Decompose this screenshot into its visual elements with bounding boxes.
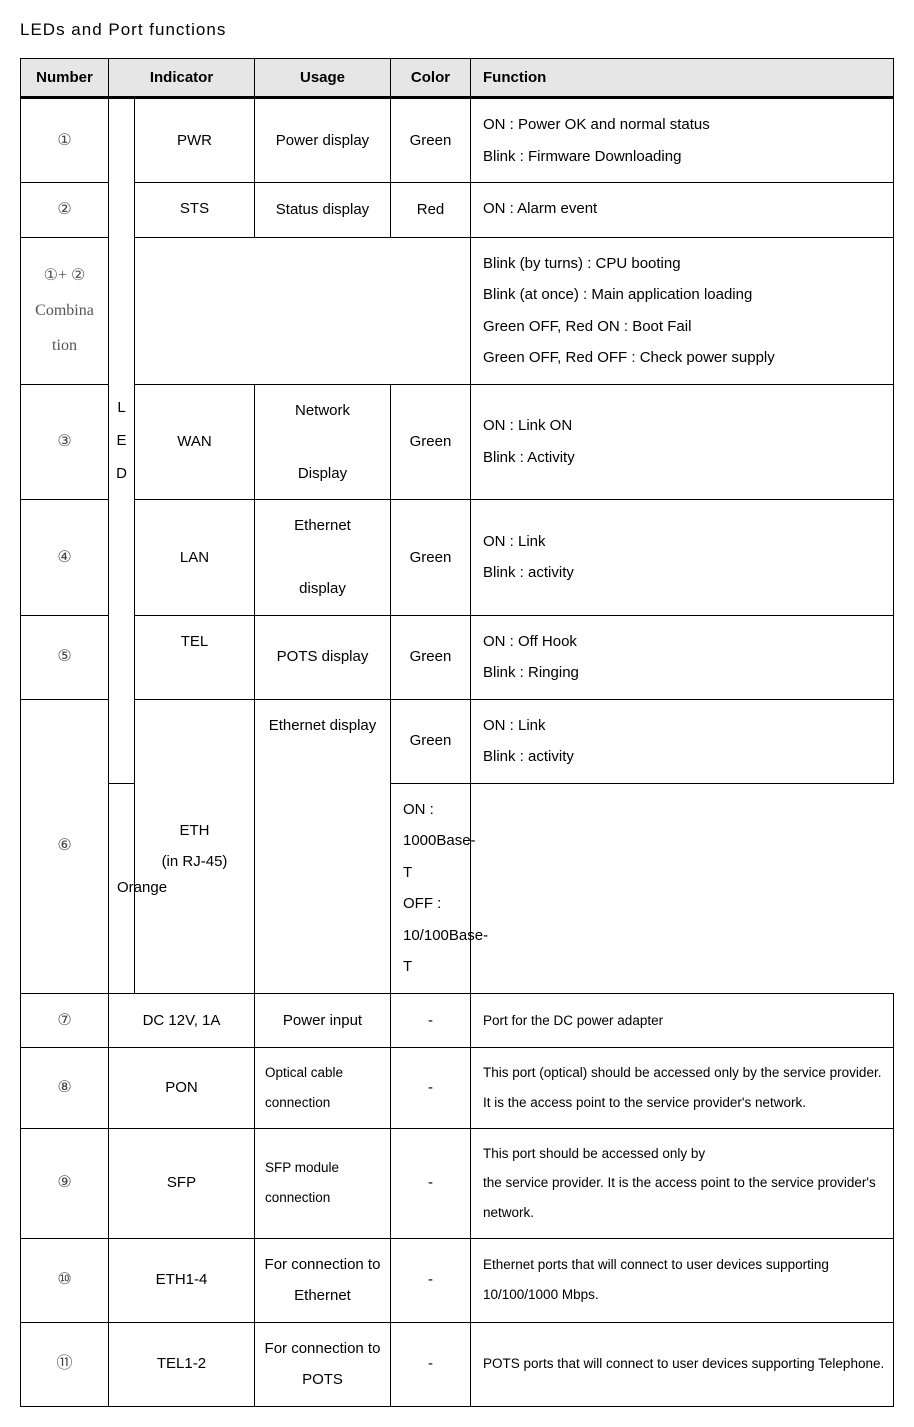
table-row: ⑦ DC 12V, 1A Power input - Port for the … bbox=[21, 993, 894, 1048]
cell-indicator: ETH1-4 bbox=[109, 1238, 255, 1322]
cell-indicator: SFP bbox=[109, 1128, 255, 1238]
cell-number: ③ bbox=[21, 384, 109, 500]
cell-indicator: PWR bbox=[135, 98, 255, 183]
cell-usage: Status display bbox=[255, 183, 391, 238]
cell-function: ON : 1000Base-T OFF : 10/100Base-T bbox=[391, 783, 471, 993]
cell-function: Port for the DC power adapter bbox=[471, 993, 894, 1048]
cell-blank bbox=[135, 237, 471, 384]
cell-usage: POTS display bbox=[255, 615, 391, 699]
table-row: ⑤ TEL POTS display Green ON : Off Hook B… bbox=[21, 615, 894, 699]
cell-usage: Power display bbox=[255, 98, 391, 183]
table-row: ② STS Status display Red ON : Alarm even… bbox=[21, 183, 894, 238]
cell-usage: Optical cable connection bbox=[255, 1048, 391, 1128]
table-row: ⑨ SFP SFP module connection - This port … bbox=[21, 1128, 894, 1238]
cell-function: ON : Link Blink : activity bbox=[471, 500, 894, 616]
cell-color: Red bbox=[391, 183, 471, 238]
cell-color: Orange bbox=[109, 783, 135, 993]
cell-usage: For connection to Ethernet bbox=[255, 1238, 391, 1322]
cell-function: Ethernet ports that will connect to user… bbox=[471, 1238, 894, 1322]
cell-usage: Network Display bbox=[255, 384, 391, 500]
cell-color: Green bbox=[391, 98, 471, 183]
cell-indicator: WAN bbox=[135, 384, 255, 500]
table-row: ①+ ② Combina tion Blink (by turns) : CPU… bbox=[21, 237, 894, 384]
cell-color: - bbox=[391, 1322, 471, 1406]
col-number: Number bbox=[21, 59, 109, 98]
cell-indicator: TEL1-2 bbox=[109, 1322, 255, 1406]
cell-function: ON : Link Blink : activity bbox=[471, 699, 894, 783]
cell-number: ⑤ bbox=[21, 615, 109, 699]
col-indicator: Indicator bbox=[109, 59, 255, 98]
table-row: ⑥ ETH (in RJ-45) Ethernet display Green … bbox=[21, 699, 894, 783]
table-row: ① L E D PWR Power display Green ON : Pow… bbox=[21, 98, 894, 183]
cell-color: Green bbox=[391, 615, 471, 699]
cell-color: Green bbox=[391, 699, 471, 783]
cell-color: Green bbox=[391, 500, 471, 616]
cell-number: ② bbox=[21, 183, 109, 238]
cell-color: - bbox=[391, 1128, 471, 1238]
cell-function: ON : Alarm event bbox=[471, 183, 894, 238]
cell-number: ① bbox=[21, 98, 109, 183]
table-row: ⑧ PON Optical cable connection - This po… bbox=[21, 1048, 894, 1128]
cell-function: ON : Off Hook Blink : Ringing bbox=[471, 615, 894, 699]
cell-number: ⑥ bbox=[21, 699, 109, 993]
cell-color: - bbox=[391, 993, 471, 1048]
cell-function: POTS ports that will connect to user dev… bbox=[471, 1322, 894, 1406]
cell-usage: Ethernet display bbox=[255, 699, 391, 993]
cell-usage: Ethernet display bbox=[255, 500, 391, 616]
cell-function: This port should be accessed only by the… bbox=[471, 1128, 894, 1238]
cell-color: - bbox=[391, 1238, 471, 1322]
table-row: ⑩ ETH1-4 For connection to Ethernet - Et… bbox=[21, 1238, 894, 1322]
col-usage: Usage bbox=[255, 59, 391, 98]
cell-color: Green bbox=[391, 384, 471, 500]
cell-function: ON : Link ON Blink : Activity bbox=[471, 384, 894, 500]
cell-indicator: PON bbox=[109, 1048, 255, 1128]
col-function: Function bbox=[471, 59, 894, 98]
cell-indicator: ETH (in RJ-45) bbox=[135, 699, 255, 993]
table-row: ④ LAN Ethernet display Green ON : Link B… bbox=[21, 500, 894, 616]
cell-indicator: DC 12V, 1A bbox=[109, 993, 255, 1048]
cell-led-group: L E D bbox=[109, 98, 135, 784]
table-row: ⑪ TEL1-2 For connection to POTS - POTS p… bbox=[21, 1322, 894, 1406]
cell-indicator: LAN bbox=[135, 500, 255, 616]
cell-function: This port (optical) should be accessed o… bbox=[471, 1048, 894, 1128]
cell-usage: Power input bbox=[255, 993, 391, 1048]
cell-usage: SFP module connection bbox=[255, 1128, 391, 1238]
cell-color: - bbox=[391, 1048, 471, 1128]
cell-usage: For connection to POTS bbox=[255, 1322, 391, 1406]
cell-number: ④ bbox=[21, 500, 109, 616]
cell-number: ⑪ bbox=[21, 1322, 109, 1406]
page-title: LEDs and Port functions bbox=[20, 20, 894, 40]
cell-number: ⑩ bbox=[21, 1238, 109, 1322]
col-color: Color bbox=[391, 59, 471, 98]
cell-indicator: TEL bbox=[135, 615, 255, 699]
cell-number: ⑨ bbox=[21, 1128, 109, 1238]
cell-number: ①+ ② Combina tion bbox=[21, 237, 109, 384]
table-row: ③ WAN Network Display Green ON : Link ON… bbox=[21, 384, 894, 500]
cell-number: ⑧ bbox=[21, 1048, 109, 1128]
cell-function: Blink (by turns) : CPU booting Blink (at… bbox=[471, 237, 894, 384]
cell-function: ON : Power OK and normal status Blink : … bbox=[471, 98, 894, 183]
cell-indicator: STS bbox=[135, 183, 255, 238]
table-header-row: Number Indicator Usage Color Function bbox=[21, 59, 894, 98]
led-port-table: Number Indicator Usage Color Function ① … bbox=[20, 58, 894, 1407]
cell-number: ⑦ bbox=[21, 993, 109, 1048]
